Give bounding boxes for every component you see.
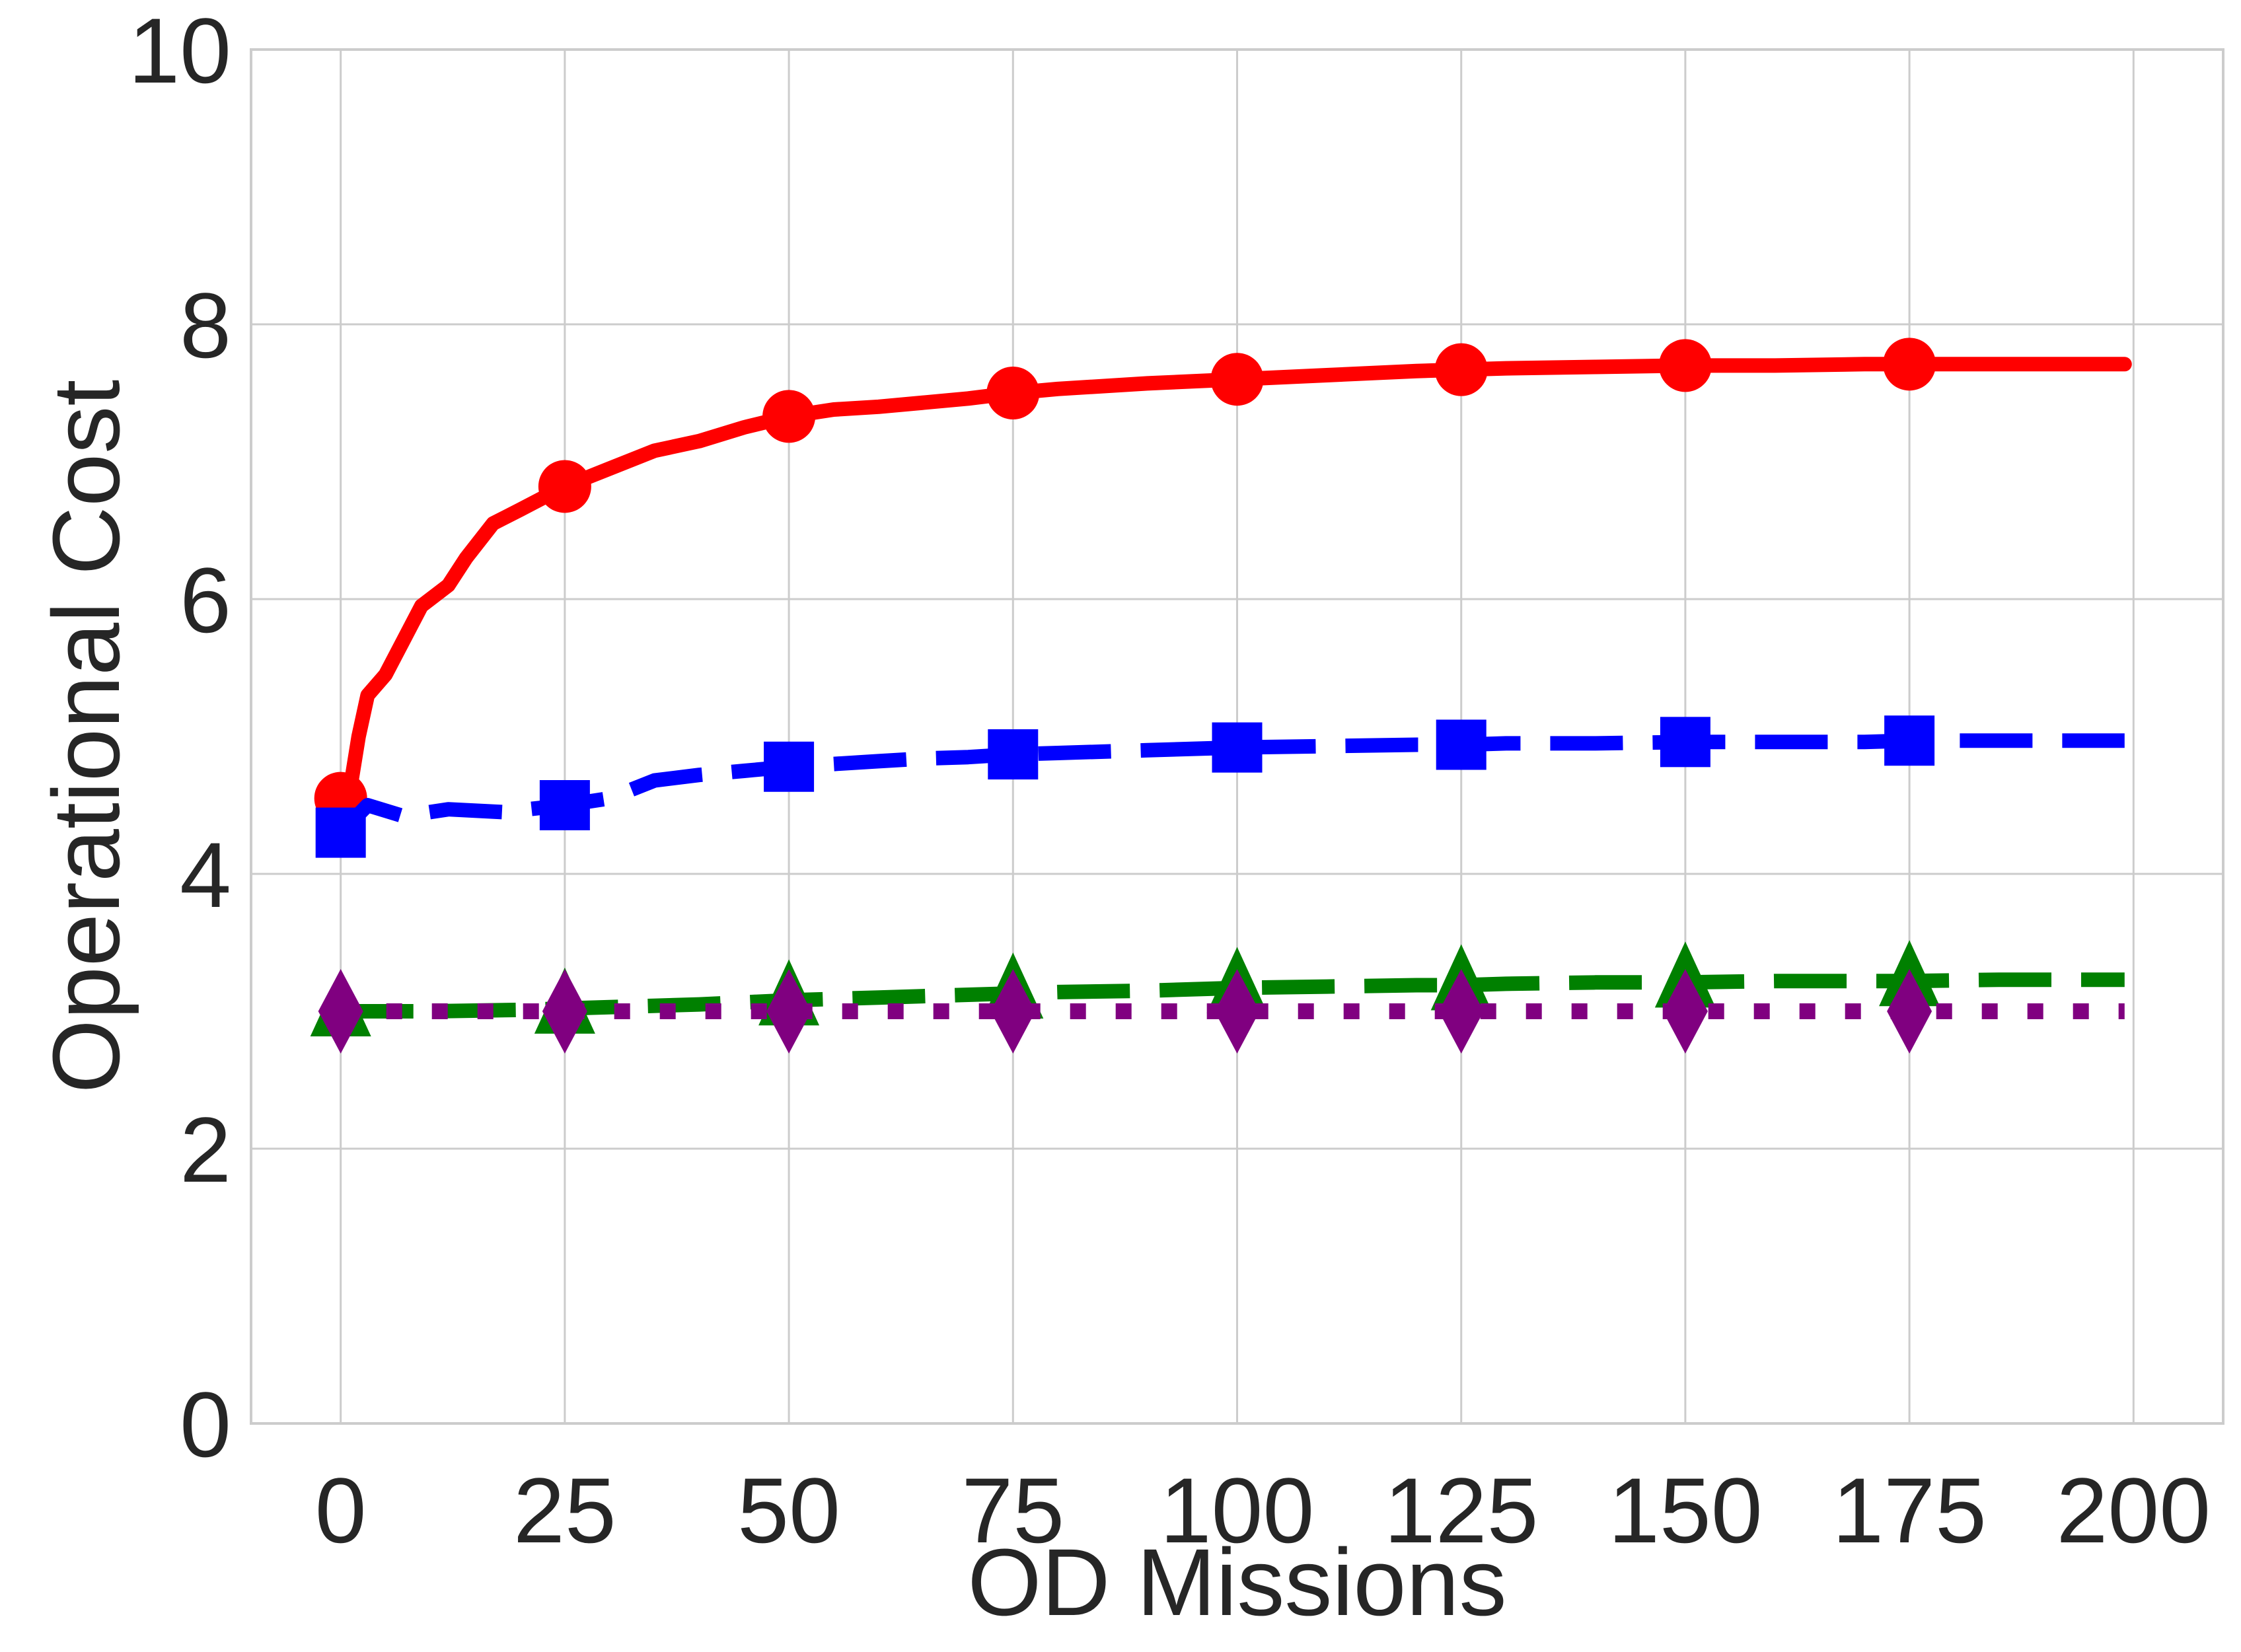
data-point-diamond: [1887, 969, 1932, 1054]
plot-frame: [250, 48, 2224, 1425]
data-point-circle: [762, 390, 816, 443]
x-axis-title: OD Missions: [967, 1529, 1506, 1635]
data-point-square: [764, 741, 815, 792]
series-line: [333, 357, 2132, 806]
series-line: [340, 972, 2125, 1019]
y-axis-title: Operational Cost: [33, 380, 139, 1094]
series-square: [315, 715, 2125, 858]
data-point-circle: [1658, 339, 1712, 392]
data-point-square: [539, 780, 590, 830]
data-point-square: [1660, 717, 1710, 768]
y-tick-label: 8: [180, 273, 231, 377]
y-tick-label: 2: [180, 1098, 231, 1202]
data-point-diamond: [990, 969, 1036, 1054]
x-tick-label: 25: [513, 1458, 616, 1562]
data-point-circle: [1434, 343, 1488, 396]
series-layer: [310, 338, 2132, 1054]
data-point-diamond: [542, 969, 587, 1054]
tick-labels: 0 25 50 75 100 125 150 175 200 0 2 4 6 8 10: [128, 0, 2211, 1562]
data-point-diamond: [1214, 969, 1260, 1054]
x-tick-label: 150: [1608, 1458, 1763, 1562]
x-tick-label: 100: [1160, 1458, 1315, 1562]
y-tick-label: 10: [128, 0, 231, 102]
y-tick-label: 6: [180, 548, 231, 652]
data-point-diamond: [766, 969, 812, 1054]
x-tick-label: 125: [1384, 1458, 1539, 1562]
data-point-circle: [1883, 338, 1936, 391]
data-point-diamond: [318, 969, 363, 1054]
data-point-circle: [986, 367, 1040, 419]
data-point-circle: [538, 460, 591, 513]
data-point-diamond: [1662, 969, 1708, 1054]
series-diamond: [318, 969, 2125, 1054]
x-tick-label: 50: [737, 1458, 840, 1562]
data-point-square: [1884, 715, 1935, 766]
x-tick-label: 175: [1832, 1458, 1987, 1562]
y-tick-label: 0: [180, 1373, 231, 1476]
series-circle: [314, 338, 2132, 825]
x-tick-label: 0: [315, 1458, 367, 1562]
data-point-square: [1212, 722, 1263, 773]
data-point-square: [1436, 719, 1487, 770]
data-point-square: [988, 729, 1039, 780]
x-tick-label: 75: [961, 1458, 1064, 1562]
y-tick-label: 4: [180, 823, 231, 927]
data-point-square: [315, 807, 366, 858]
x-tick-label: 200: [2057, 1458, 2211, 1562]
data-point-circle: [1210, 353, 1264, 406]
data-point-diamond: [1438, 969, 1484, 1054]
